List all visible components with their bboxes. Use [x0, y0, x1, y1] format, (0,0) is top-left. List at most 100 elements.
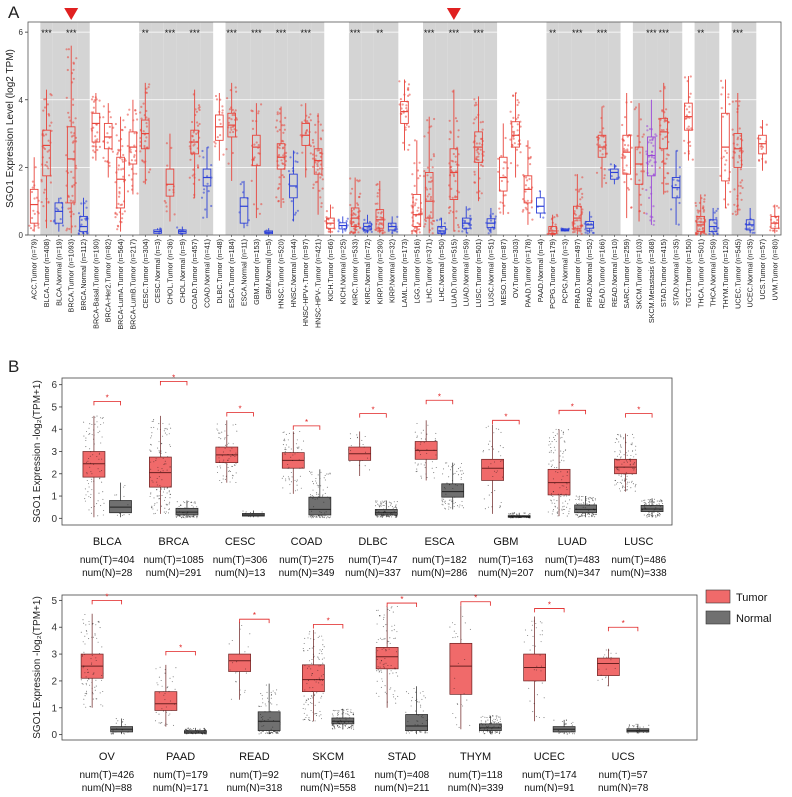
panel-a-point [139, 150, 141, 152]
panel-b-top-normal-point [592, 498, 593, 499]
panel-b-top-tumor-point [553, 478, 554, 479]
panel-b-bottom-tumor-point [245, 669, 246, 670]
panel-a-point [226, 97, 228, 99]
panel-a-point [608, 169, 610, 171]
panel-a-point [312, 139, 314, 141]
panel-a-point [531, 206, 533, 208]
panel-a-point [203, 188, 205, 190]
panel-a-point [118, 164, 120, 166]
panel-a-point [739, 150, 741, 152]
panel-b-bottom-tumor-point [316, 682, 317, 683]
panel-b-top-significance-label: * [239, 405, 242, 414]
panel-b-top-tumor-point [569, 508, 570, 509]
panel-a-point [73, 78, 75, 80]
panel-b-top-tumor-point [303, 441, 304, 442]
panel-a-point [257, 152, 259, 154]
panel-b-bottom-normal-point [266, 732, 267, 733]
panel-b-top-normal-point [576, 503, 577, 504]
panel-a-point [457, 136, 459, 138]
panel-b-top-normal-point [127, 504, 128, 505]
panel-a-point [207, 183, 209, 185]
panel-b-top-normal-point [442, 499, 443, 500]
panel-b-top-tumor-point [150, 492, 151, 493]
panel-a-point [695, 205, 697, 207]
panel-a-point [592, 232, 594, 234]
panel-b-top-normal-point [383, 516, 384, 517]
panel-a-point [115, 123, 117, 125]
panel-a-point [375, 229, 377, 231]
panel-b-top-tumor-point [91, 473, 92, 474]
panel-b-top-normal-point [313, 496, 314, 497]
panel-b-top-tumor-point [635, 485, 636, 486]
panel-b-top-normal-point [387, 514, 388, 515]
panel-a-point [317, 169, 319, 171]
panel-b-top-tumor-point [563, 432, 564, 433]
panel-b-top-tumor-point [285, 478, 286, 479]
panel-a-point [455, 210, 457, 212]
panel-b-bottom-normal-point [351, 728, 352, 729]
panel-b-top-tumor-point [626, 479, 627, 480]
panel-b-top-normal-point [385, 512, 386, 513]
panel-b-top-tumor-point [92, 454, 93, 455]
panel-b-top-tumor-point [424, 464, 425, 465]
panel-b-bottom-y-tick-label: 3 [51, 650, 57, 661]
panel-b-top-tumor-point [102, 418, 103, 419]
panel-b-top-count-tumor: num(T)=275 [279, 555, 334, 566]
panel-b-bottom-tumor-point [95, 657, 96, 658]
panel-b-top-normal-point [461, 484, 462, 485]
panel-b-top-tumor-point [490, 463, 491, 464]
panel-b-top-normal-point [395, 507, 396, 508]
panel-b-top-tumor-point [166, 504, 167, 505]
panel-a-point [742, 187, 744, 189]
panel-a-point [732, 129, 734, 131]
panel-b-top-tumor-point [89, 467, 90, 468]
panel-a-point [109, 126, 111, 128]
panel-b-top-normal-point [448, 476, 449, 477]
panel-a-point [436, 219, 438, 221]
panel-b-top-tumor-point [627, 462, 628, 463]
panel-b-top-tumor-point [284, 439, 285, 440]
panel-b-top-tumor-point [292, 460, 293, 461]
panel-b-top-tumor-point [433, 472, 434, 473]
panel-a-point [220, 123, 222, 125]
panel-b-top-normal-point [394, 501, 395, 502]
panel-b-top-normal-point [523, 516, 524, 517]
panel-b-top-normal-point [528, 517, 529, 518]
panel-a-significance: *** [189, 28, 200, 38]
panel-a-point [31, 217, 33, 219]
panel-a-point [377, 192, 379, 194]
panel-a-point [142, 160, 144, 162]
panel-b-top-normal-point [188, 501, 189, 502]
panel-a-point [112, 151, 114, 153]
panel-a-point [530, 156, 532, 158]
panel-b-bottom-tumor-point [94, 633, 95, 634]
panel-b-bottom-tumor-point [316, 713, 317, 714]
panel-a-point [30, 227, 32, 229]
panel-a-point [740, 185, 742, 187]
panel-a-point [109, 165, 111, 167]
panel-b-top-tumor-point [230, 471, 231, 472]
panel-b-bottom-tumor-point [83, 641, 84, 642]
panel-a-point [174, 213, 176, 215]
panel-b-top-tumor-point [624, 454, 625, 455]
panel-a-point [86, 232, 88, 234]
panel-b-bottom-normal-point [266, 692, 267, 693]
panel-a-point [482, 129, 484, 131]
panel-b-top-normal-point [245, 513, 246, 514]
panel-b-bottom-tumor-point [309, 720, 310, 721]
panel-b-top-normal-point [116, 494, 117, 495]
panel-a-point [73, 213, 75, 215]
panel-b-top-normal-point [310, 472, 311, 473]
panel-a-point [661, 182, 663, 184]
panel-b-top-tumor-point [103, 515, 104, 516]
panel-b-bottom-tumor-point [305, 717, 306, 718]
panel-b-top-tumor-point [624, 490, 625, 491]
panel-b-top-tumor-point [225, 445, 226, 446]
panel-b-bottom-tumor-point [95, 690, 96, 691]
panel-b-top-normal-point [184, 517, 185, 518]
panel-a-point [500, 155, 502, 157]
panel-a-point [219, 134, 221, 136]
panel-a-point [575, 189, 577, 191]
panel-b-top-normal-point [581, 496, 582, 497]
panel-a-point [314, 124, 316, 126]
